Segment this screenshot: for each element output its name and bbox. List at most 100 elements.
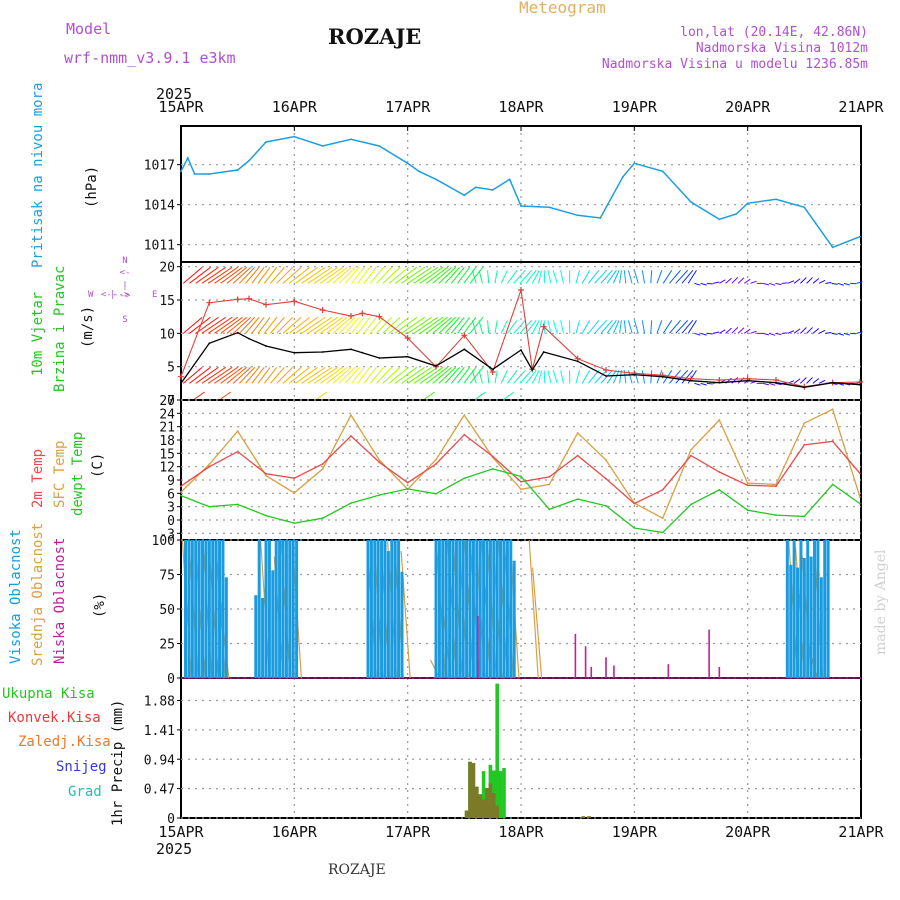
gust-marker: [246, 295, 252, 302]
wind-barb: [719, 329, 726, 334]
cloud-ytick-label: 75: [159, 569, 175, 584]
dewpt-line-point: [858, 502, 861, 505]
high-cloud-bar: [184, 540, 188, 678]
dewpt-line-point: [831, 483, 834, 486]
precip-ytick-label: 0: [167, 812, 175, 827]
gust-marker: [404, 335, 411, 341]
wind-barb: [307, 366, 333, 384]
t2m-line-point: [746, 484, 749, 487]
wind-speed-line-point: [605, 375, 607, 377]
high-cloud-bar: [264, 540, 268, 678]
wind-barb: [543, 270, 546, 284]
wind-barb: [600, 370, 613, 384]
temp-ytick-label: 21: [159, 421, 175, 436]
wind-speed-line-point: [321, 351, 324, 353]
high-cloud-bar: [434, 540, 438, 678]
wind-barb: [189, 266, 211, 284]
x-tick-label-top: 21APR: [838, 98, 884, 116]
wind-barb: [675, 369, 689, 384]
high-cloud-bar: [201, 540, 205, 678]
high-cloud-bar: [806, 540, 810, 678]
sfc-temp-line-point: [661, 517, 664, 520]
x-tick-label-bottom: 16APR: [272, 823, 318, 841]
high-cloud-bar: [505, 540, 509, 678]
wind-barb: [793, 378, 801, 384]
x-tick-label-bottom: 15APR: [158, 823, 204, 841]
wind-barb: [775, 332, 782, 336]
wind-barb: [675, 269, 689, 284]
wind-barb: [251, 267, 265, 284]
wind-barb: [818, 379, 826, 384]
wind-barb: [681, 320, 694, 334]
wind-barb: [351, 317, 365, 334]
high-cloud-bar: [819, 577, 823, 678]
sfc-temp-line-point: [236, 430, 239, 433]
wind-barb: [419, 266, 444, 284]
wind-barb: [641, 320, 646, 334]
wind-barb: [750, 330, 757, 334]
high-cloud-bar: [785, 540, 789, 678]
model-elevation-text: Nadmorska Visina u modelu 1236.85m: [601, 57, 868, 72]
x-tick-label-top: 17APR: [385, 98, 431, 116]
wind-speed-line-point: [265, 345, 267, 347]
wind-barb: [226, 366, 248, 384]
precip-convective-bar: [492, 793, 496, 818]
pressure-line-point: [576, 214, 579, 217]
pressure-line: [180, 135, 861, 249]
wind-barb: [351, 367, 365, 384]
wind-barb: [270, 317, 285, 334]
sfc-temp-line-point: [293, 491, 296, 494]
wind-barb: [606, 370, 617, 384]
high-cloud-bar: [802, 557, 806, 678]
wind-barb: [301, 266, 326, 284]
pressure-line-point: [265, 141, 267, 143]
gust-marker: [603, 367, 609, 373]
wind-barb: [438, 366, 456, 384]
t2m-line-point: [548, 475, 551, 478]
high-cloud-bar: [509, 540, 513, 678]
wind-dir-label-ns: N: [122, 256, 127, 266]
t2m-line-point: [633, 502, 636, 505]
mid-cloud-bar: [528, 539, 539, 679]
wind-barb: [214, 316, 238, 334]
dewpt-line-point: [548, 508, 551, 511]
high-cloud-bar: [383, 540, 387, 678]
wind-barb: [195, 316, 219, 334]
wind-ytick-label: 5: [167, 361, 175, 376]
wind-ytick-label: 10: [159, 327, 175, 342]
wind-barb: [344, 367, 360, 384]
gust-marker: [518, 287, 524, 293]
wind-barb: [681, 270, 694, 284]
wind-barb: [775, 282, 782, 286]
wind-barb: [394, 266, 418, 284]
pressure-line-point: [661, 170, 664, 173]
wind-barb: [787, 330, 795, 334]
high-cloud-bar: [274, 540, 278, 678]
wind-barb: [295, 316, 319, 334]
wind-barb: [531, 270, 540, 284]
wind-barb-bottom: [220, 391, 231, 400]
wind-barb: [856, 281, 863, 284]
wind-barb: [432, 266, 452, 284]
wind-barb: [195, 366, 219, 384]
wind-barb: [214, 366, 238, 384]
wind-barb: [320, 316, 344, 334]
precip-frozen-title: Zaledj.Kisa: [18, 734, 111, 750]
high-cloud-bar: [451, 540, 455, 678]
wind-barb: [581, 370, 591, 384]
wind-barb: [700, 332, 707, 336]
wind-barb: [500, 270, 508, 284]
wind-barb: [401, 366, 425, 384]
high-cloud-bar: [187, 540, 191, 678]
wind-barb: [471, 370, 477, 384]
wind-barb: [612, 270, 620, 284]
high-cloud-bar: [288, 540, 292, 678]
wind-barb: [538, 320, 543, 334]
high-cloud-bar: [492, 540, 496, 678]
wind-barb: [301, 316, 326, 334]
wind-barb: [633, 270, 639, 284]
pressure-line-point: [418, 170, 420, 173]
t2m-line-point: [831, 440, 834, 443]
high-cloud-bar: [826, 540, 830, 678]
wind-barb: [419, 316, 444, 334]
